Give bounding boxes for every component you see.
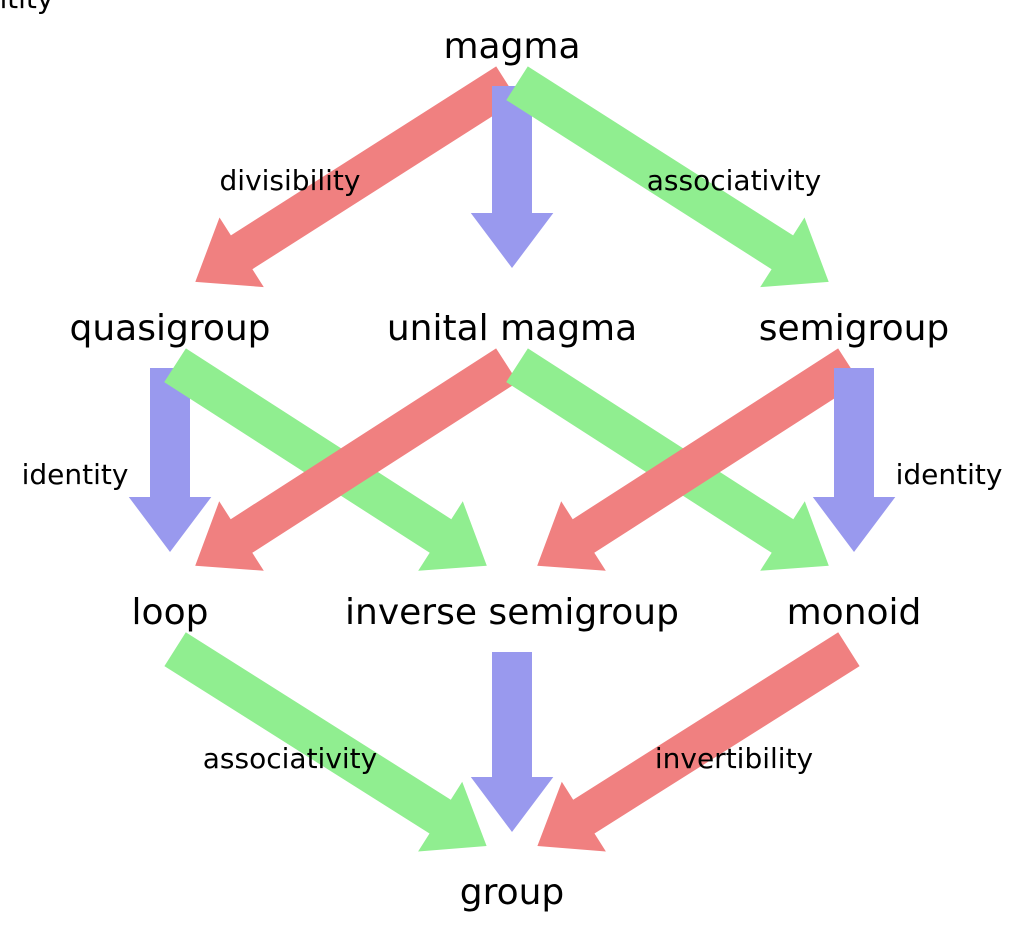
node-loop: loop [132,592,209,633]
node-group: group [460,872,565,913]
node-magma: magma [443,26,580,67]
node-unital_magma: unital magma [387,308,637,349]
node-monoid: monoid [787,592,922,633]
edge-label-semigroup-monoid: identity [896,458,1003,491]
algebra-structure-diagram: divisibility identity associativity identit… [0,0,1024,927]
edge-label-loop-group: associativity [203,742,377,775]
edge-label-quasigroup-loop: identity [22,458,129,491]
node-semigroup: semigroup [759,308,950,349]
edge-label-magma-quasigroup: divisibility [220,164,361,197]
edge-label-magma-unital_magma: identity [0,0,53,15]
edge-label-monoid-group: invertibility [655,742,813,775]
node-inverse_sg: inverse semigroup [345,592,679,633]
node-quasigroup: quasigroup [69,308,270,349]
edge-label-magma-semigroup: associativity [647,164,821,197]
